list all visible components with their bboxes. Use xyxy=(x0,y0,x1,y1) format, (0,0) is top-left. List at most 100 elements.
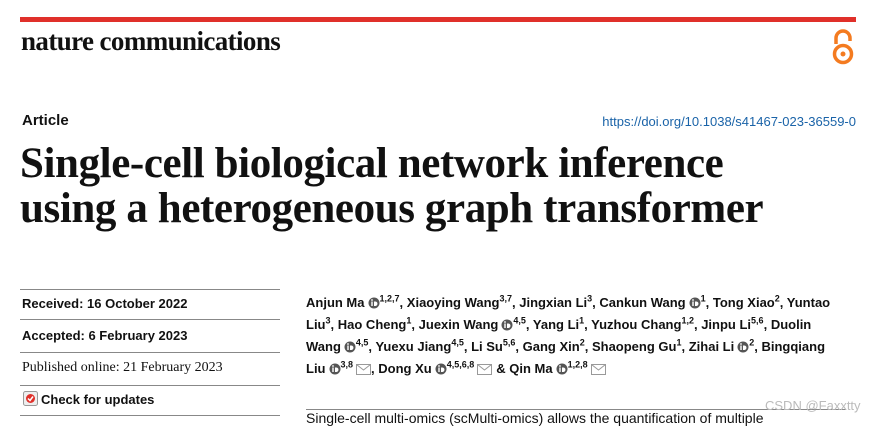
separator: , xyxy=(693,317,698,332)
affiliation: 3 xyxy=(325,315,331,326)
separator: , xyxy=(779,295,784,310)
author-name: Li Su xyxy=(471,339,503,354)
separator: , xyxy=(525,317,530,332)
affiliation: 3,7 xyxy=(499,293,512,304)
affiliation: 1,2,7 xyxy=(379,293,400,304)
separator: , xyxy=(399,295,404,310)
author: Anjun Ma 1,2,7 xyxy=(306,293,400,310)
orcid-icon[interactable] xyxy=(329,363,341,375)
affiliation: 5,6 xyxy=(751,315,764,326)
author-name: Jingxian Li xyxy=(519,295,588,310)
author-name: Shaopeng Gu xyxy=(591,339,677,354)
author-name: Duolin Wang xyxy=(306,317,812,354)
orcid-icon[interactable] xyxy=(556,363,568,375)
check-updates[interactable]: Check for updates xyxy=(41,392,155,407)
author: Dong Xu 4,5,6,8 xyxy=(378,359,493,376)
open-access-icon xyxy=(832,29,854,65)
affiliation: 1 xyxy=(406,315,412,326)
rule xyxy=(20,385,280,386)
author: Duolin Wang 4,5 xyxy=(306,317,811,354)
email-icon[interactable] xyxy=(590,364,606,375)
affiliation: 4,5 xyxy=(451,337,464,348)
affiliation: 3 xyxy=(587,293,593,304)
received-date: Received: 16 October 2022 xyxy=(22,296,188,311)
author: Bingqiang Liu 3,8 xyxy=(306,339,825,376)
check-updates-icon xyxy=(23,391,38,406)
orcid-icon[interactable] xyxy=(501,319,513,331)
separator: & xyxy=(496,361,506,376)
orcid-icon[interactable] xyxy=(368,297,380,309)
author: Yuexu Jiang4,5 xyxy=(375,337,464,354)
author: Qin Ma 1,2,8 xyxy=(509,359,606,376)
affiliation: 1 xyxy=(700,293,706,304)
orcid-icon[interactable] xyxy=(689,297,701,309)
separator: , xyxy=(584,339,589,354)
author: Cankun Wang 1 xyxy=(599,293,706,310)
orcid-icon[interactable] xyxy=(344,341,356,353)
separator: , xyxy=(592,295,596,310)
affiliation: 1,2 xyxy=(681,315,694,326)
author-name: Yang Li xyxy=(532,317,580,332)
author-name: Yuexu Jiang xyxy=(375,339,452,354)
journal-name: nature communications xyxy=(21,26,281,56)
rule xyxy=(20,289,280,290)
author-name: Zihai Li xyxy=(688,339,735,354)
email-icon[interactable] xyxy=(477,364,493,375)
orcid-icon[interactable] xyxy=(435,363,447,375)
author-name: Anjun Ma xyxy=(306,295,365,310)
author: Li Su5,6 xyxy=(471,337,516,354)
author-name: Qin Ma xyxy=(509,361,553,376)
affiliation: 1 xyxy=(676,337,682,348)
title-line: using a heterogeneous graph transformer xyxy=(20,185,764,232)
author: Xiaoying Wang3,7 xyxy=(407,293,512,310)
author-name: Jinpu Li xyxy=(701,317,752,332)
author-name: Tong Xiao xyxy=(712,295,775,310)
article-type: Article xyxy=(22,112,69,129)
separator: , xyxy=(368,339,373,354)
affiliation: 2 xyxy=(774,293,780,304)
author-name: Gang Xin xyxy=(522,339,580,354)
author: Shaopeng Gu1 xyxy=(591,337,682,354)
separator: , xyxy=(754,339,758,354)
author: Gang Xin2 xyxy=(522,337,585,354)
title-line: Single-cell biological network inference xyxy=(20,140,724,187)
separator: , xyxy=(763,317,768,332)
author: Yuntao Liu3 xyxy=(306,295,830,332)
author: Yuzhou Chang1,2 xyxy=(591,315,694,332)
watermark: CSDN @Faxxtty xyxy=(765,398,861,413)
author: Yang Li1 xyxy=(532,316,584,332)
rule xyxy=(20,352,280,353)
author-name: Bingqiang Liu xyxy=(306,339,826,376)
author-name: Juexin Wang xyxy=(418,317,499,332)
email-icon[interactable] xyxy=(356,364,372,375)
author: Tong Xiao2 xyxy=(712,293,780,310)
accepted-date: Accepted: 6 February 2023 xyxy=(22,328,188,343)
separator: , xyxy=(515,339,519,354)
doi-link[interactable]: https://doi.org/10.1038/s41467-023-36559… xyxy=(602,114,856,129)
affiliation: 2 xyxy=(749,337,755,348)
author-name: Yuzhou Chang xyxy=(591,317,682,332)
separator: , xyxy=(705,295,710,310)
separator: , xyxy=(463,339,468,354)
author: Juexin Wang 4,5 xyxy=(418,316,526,332)
separator: , xyxy=(330,317,335,332)
orcid-icon[interactable] xyxy=(737,341,749,353)
author: Jinpu Li5,6 xyxy=(701,315,764,332)
affiliation: 1,2,8 xyxy=(567,359,588,370)
published-date: Published online: 21 February 2023 xyxy=(22,360,223,375)
affiliation: 2 xyxy=(579,337,585,348)
separator: , xyxy=(512,295,516,310)
top-bar xyxy=(20,17,856,22)
author-name: Cankun Wang xyxy=(599,295,686,310)
rule xyxy=(20,319,280,320)
author: Hao Cheng1 xyxy=(338,315,412,332)
rule xyxy=(20,415,280,416)
affiliation: 4,5 xyxy=(355,337,369,348)
abstract: Single-cell multi-omics (scMulti-omics) … xyxy=(306,410,764,426)
affiliation: 5,6 xyxy=(502,337,516,348)
affiliation: 4,5,6,8 xyxy=(446,359,475,370)
separator: , xyxy=(584,317,588,332)
author-list: Anjun Ma 1,2,7, Xiaoying Wang3,7, Jingxia… xyxy=(306,292,846,380)
separator: , xyxy=(371,361,375,376)
